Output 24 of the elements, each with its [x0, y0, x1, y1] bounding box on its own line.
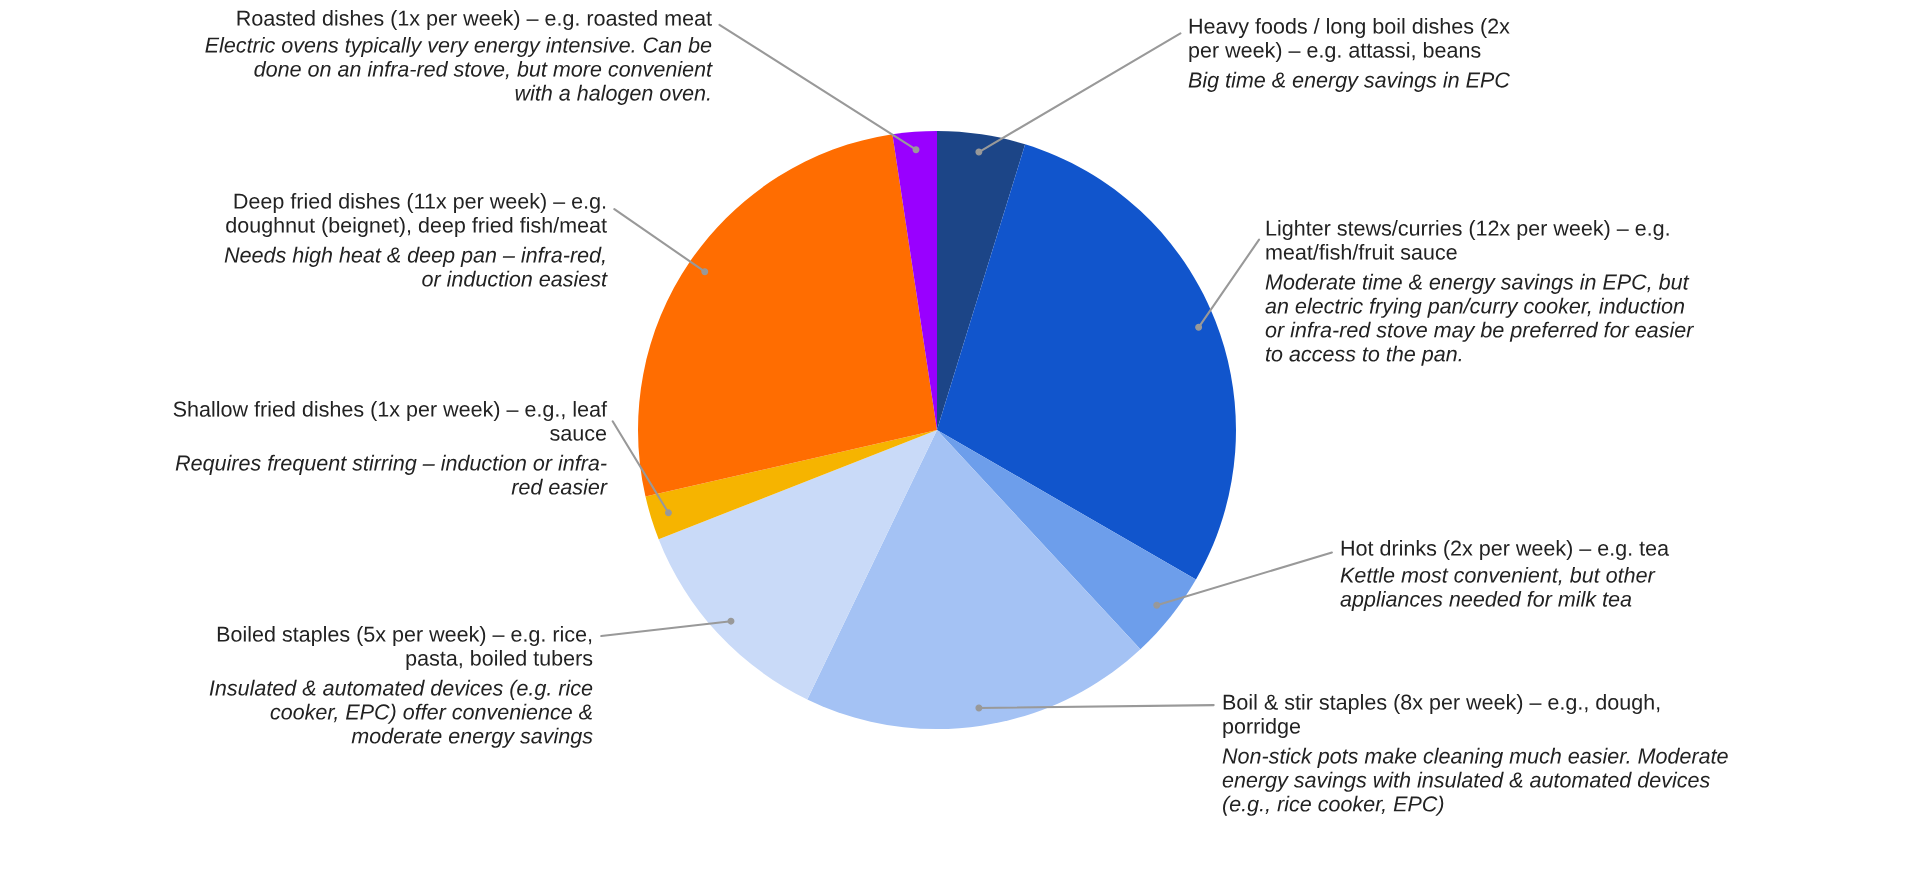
slice-label: Roasted dishes (1x per week) – e.g. roasted meat [237, 10, 712, 31]
slice-label: Shallow fried dishes (1x per week) – e.g., leaf sauce [173, 401, 608, 441]
pie-slice [638, 134, 937, 497]
slice-label: Boil & stir staples (8x per week) – e.g., dough, porridge [1223, 694, 1660, 739]
pie-slice [937, 430, 1196, 650]
text: Kettle most convenient, but other appliances needed for milk tea [1340, 566, 1656, 611]
slice-label: Heavy foods / long boil dishes (2x per week) – e.g. attassi, beans [1189, 18, 1510, 63]
pie-slice [892, 131, 937, 430]
text: Electric ovens typically very energy intensive. Can be done on an infra-red stove, but more convenient with a halogen oven. [205, 36, 713, 105]
pie-slice [645, 430, 937, 540]
pie-slice [807, 430, 1141, 729]
text: Insulated & automated devices (e.g. rice cooker, EPC) offer convenience & moderate energy savings [209, 679, 593, 748]
text: Moderate time & energy savings in EPC, but an electric frying pan/curry cooker, induction or infra-red stove may be preferred for easier to access to the pan. [1265, 273, 1695, 366]
slice-label: Boiled staples (5x per week) – e.g. rice, pasta, boiled tubers [217, 626, 593, 671]
slice-label: Lighter stews/curries (12x per week) – e.g. meat/fish/fruit sauce [1266, 220, 1669, 260]
text: Requires frequent stirring – induction or infra- red easier [175, 454, 608, 495]
pie-slice [658, 430, 937, 700]
text: Big time & energy savings in EPC [1188, 71, 1510, 92]
pie-slice [937, 144, 1236, 580]
text: Needs high heat & deep pan – infra-red, or induction easiest [224, 246, 608, 287]
text: Non-stick pots make cleaning much easier. Moderate energy savings with insulated & automated devices (e.g., rice cooker, EPC) [1222, 747, 1728, 816]
slice-label: Hot drinks (2x per week) – e.g. tea [1341, 540, 1670, 561]
slice-label: Deep fried dishes (11x per week) – e.g. doughnut (beignet), deep fried fish/meat [226, 193, 607, 238]
pie-slice [937, 131, 1026, 430]
